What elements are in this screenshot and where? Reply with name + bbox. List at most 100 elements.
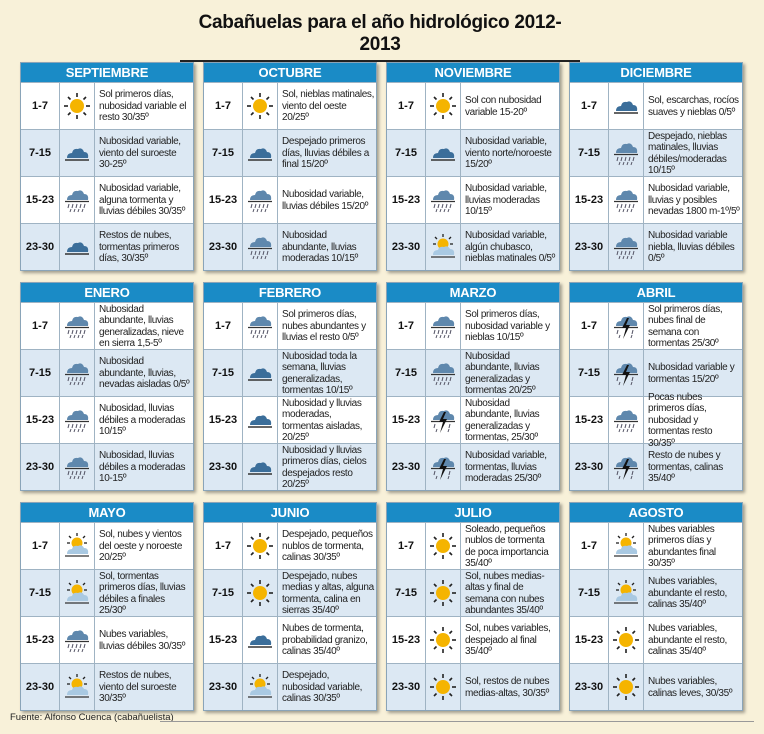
forecast-row: 1-7 Sol primeros días, nubes final de sem…: [570, 302, 742, 349]
forecast-text: Sol, nubes medias-altas y final de seman…: [465, 570, 545, 617]
forecast-row: 15-23 Nubes variables, abundante el resto…: [570, 616, 742, 663]
period-label: 15-23: [204, 177, 243, 223]
forecast-text: Despejado, nubosidad variable, calinas 3…: [282, 670, 363, 705]
month-card-junio: JUNIO 1-7 Despejado, pequeños nublos de to…: [203, 502, 377, 711]
month-card-enero: ENERO 1-7 Nubosidad abundante, lluvias gen…: [20, 282, 194, 491]
period-label: 1-7: [21, 303, 60, 349]
period-label: 23-30: [387, 664, 426, 710]
sun-icon: [243, 523, 278, 569]
cloud-icon: [609, 83, 644, 129]
forecast-text: Despejado primeros días, lluvias débiles…: [282, 136, 370, 171]
forecast-text: Despejado, pequeños nublos de tormenta, …: [282, 529, 373, 564]
forecast-text: Nubosidad variable niebla, lluvias débil…: [648, 230, 735, 265]
period-label: 15-23: [387, 397, 426, 443]
month-title: ABRIL: [570, 283, 742, 302]
storm-icon: [609, 444, 644, 490]
forecast-text: Despejado, nubes medias y altas, alguna …: [282, 570, 374, 617]
period-label: 1-7: [570, 303, 609, 349]
sun-cloud-icon: [609, 523, 644, 569]
rain-icon: [60, 444, 95, 490]
forecast-row: 23-30 Nubes variables, calinas leves, 30/…: [570, 663, 742, 710]
rain-icon: [426, 303, 461, 349]
period-label: 7-15: [387, 570, 426, 616]
period-label: 1-7: [21, 83, 60, 129]
forecast-row: 7-15 Despejado, nieblas matinales, lluvia…: [570, 129, 742, 176]
period-label: 23-30: [21, 664, 60, 710]
forecast-row: 7-15 Despejado, nubes medias y altas, alg…: [204, 569, 376, 616]
period-label: 1-7: [387, 523, 426, 569]
sun-icon: [243, 83, 278, 129]
period-label: 1-7: [387, 303, 426, 349]
month-title: FEBRERO: [204, 283, 376, 302]
period-label: 7-15: [570, 570, 609, 616]
forecast-row: 15-23 Pocas nubes primeros días, nubosida…: [570, 391, 742, 449]
forecast-text: Nubosidad variable, lluvias y posibles n…: [648, 183, 740, 218]
period-label: 7-15: [387, 350, 426, 396]
forecast-text: Restos de nubes, tormentas primeros días…: [99, 230, 179, 265]
period-label: 23-30: [387, 224, 426, 270]
sun-icon: [426, 570, 461, 616]
sun-icon: [609, 617, 644, 663]
sun-cloud-icon: [243, 664, 278, 710]
forecast-text: Sol, nubes variables, despejado al final…: [465, 623, 551, 658]
forecast-row: 1-7 Sol, escarchas, rocíos suaves y niebl…: [570, 82, 742, 129]
forecast-row: 7-15 Nubes variables, abundante el resto,…: [570, 569, 742, 616]
rain-icon: [609, 397, 644, 443]
period-label: 7-15: [21, 130, 60, 176]
cloud-icon: [426, 130, 461, 176]
month-title: SEPTIEMBRE: [21, 63, 193, 82]
sun-icon: [60, 83, 95, 129]
period-label: 15-23: [570, 397, 609, 443]
forecast-row: 7-15 Sol, nubes medias-altas y final de s…: [387, 569, 559, 616]
forecast-text: Sol, nubes y vientos del oeste y noroest…: [99, 529, 183, 564]
period-label: 7-15: [387, 130, 426, 176]
forecast-text: Nubes variables primeros días y abundant…: [648, 523, 716, 570]
cloud-icon: [60, 224, 95, 270]
month-card-octubre: OCTUBRE 1-7 Sol, nieblas matinales, viento…: [203, 62, 377, 271]
forecast-row: 23-30 Despejado, nubosidad variable, cali…: [204, 663, 376, 710]
forecast-text: Sol primeros días, nubosidad variable el…: [99, 89, 187, 124]
forecast-text: Nubosidad y lluvias primeros días, cielo…: [282, 444, 367, 491]
cloud-icon: [60, 130, 95, 176]
forecast-text: Sol, tormentas primeros días, lluvias dé…: [99, 570, 186, 617]
period-label: 1-7: [204, 303, 243, 349]
period-label: 15-23: [387, 177, 426, 223]
forecast-row: 15-23 Nubes variables, lluvias débiles 30…: [21, 616, 193, 663]
sun-cloud-icon: [609, 570, 644, 616]
forecast-row: 23-30 Restos de nubes, viento del suroest…: [21, 663, 193, 710]
forecast-row: 7-15 Sol, tormentas primeros días, lluvia…: [21, 569, 193, 616]
forecast-text: Nubosidad variable, viento norte/noroest…: [465, 136, 552, 171]
cloud-icon: [243, 397, 278, 443]
footer-divider: [160, 721, 754, 722]
forecast-text: Sol, nieblas matinales, viento del oeste…: [282, 89, 375, 124]
forecast-row: 23-30 Nubosidad variable, tormentas, lluv…: [387, 443, 559, 490]
period-label: 15-23: [570, 617, 609, 663]
forecast-text: Nubes variables, calinas leves, 30/35º: [648, 676, 733, 699]
forecast-row: 1-7 Sol primeros días, nubes abundantes y…: [204, 302, 376, 349]
rain-icon: [609, 224, 644, 270]
period-label: 23-30: [570, 664, 609, 710]
forecast-text: Nubosidad variable, algún chubasco, nieb…: [465, 230, 555, 265]
forecast-text: Sol primeros días, nubosidad variable y …: [465, 309, 550, 344]
sun-icon: [426, 617, 461, 663]
forecast-text: Sol, escarchas, rocíos suaves y nieblas …: [648, 95, 739, 118]
sun-cloud-icon: [60, 523, 95, 569]
forecast-row: 23-30 Nubosidad, lluvias débiles a modera…: [21, 443, 193, 490]
forecast-text: Pocas nubes primeros días, nubosidad y t…: [648, 391, 713, 449]
forecast-text: Nubes variables, abundante el resto, cal…: [648, 576, 727, 611]
forecast-row: 7-15 Nubosidad toda la semana, lluvias ge…: [204, 349, 376, 396]
forecast-text: Sol primeros días, nubes abundantes y ll…: [282, 309, 366, 344]
period-label: 7-15: [570, 350, 609, 396]
storm-icon: [609, 350, 644, 396]
forecast-row: 23-30 Nubosidad abundante, lluvias modera…: [204, 223, 376, 270]
forecast-text: Nubosidad abundante, lluvias generalizad…: [465, 350, 540, 397]
month-card-abril: ABRIL 1-7 Sol primeros días, nubes final d…: [569, 282, 743, 491]
rain-icon: [426, 350, 461, 396]
forecast-row: 15-23 Nubes de tormenta, probabilidad gra…: [204, 616, 376, 663]
storm-icon: [426, 397, 461, 443]
period-label: 1-7: [570, 523, 609, 569]
month-title: AGOSTO: [570, 503, 742, 522]
forecast-row: 7-15 Nubosidad variable, viento del suroe…: [21, 129, 193, 176]
rain-icon: [609, 177, 644, 223]
forecast-text: Nubosidad abundante, lluvias generalizad…: [99, 303, 184, 350]
